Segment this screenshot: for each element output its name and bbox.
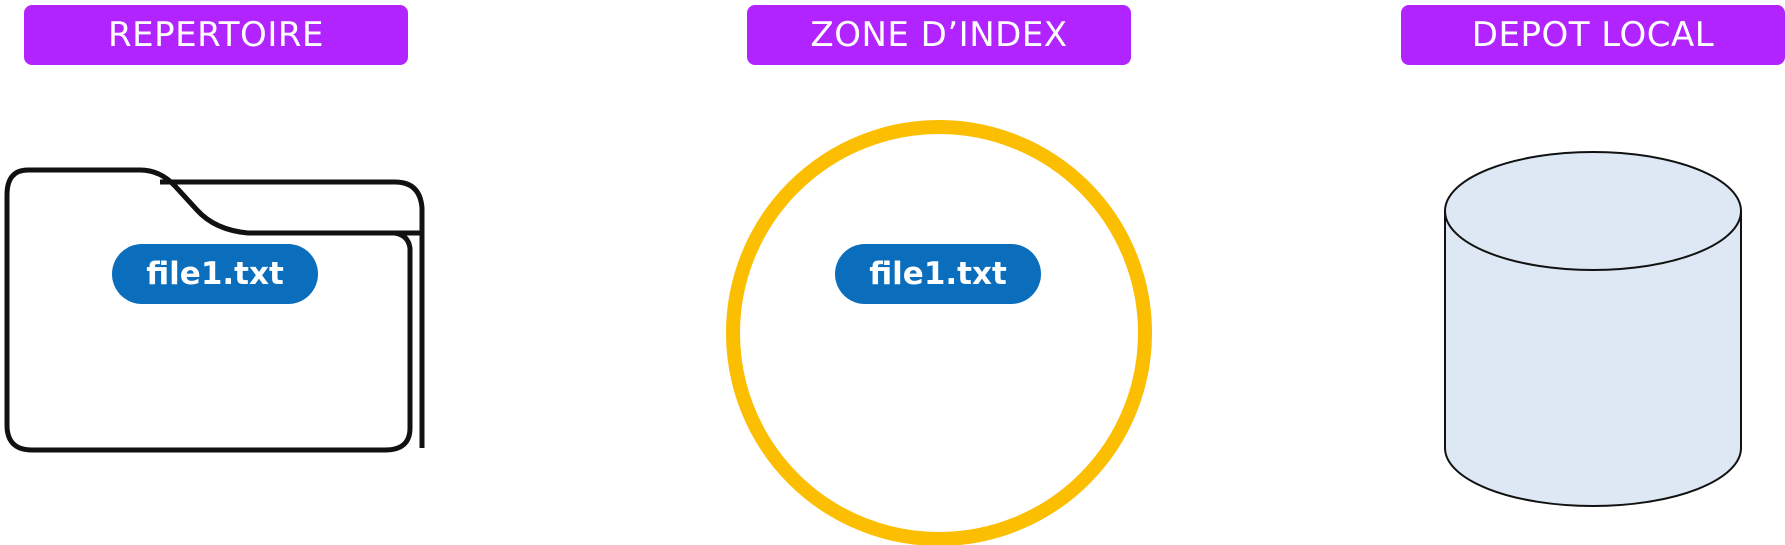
database-icon bbox=[1444, 151, 1742, 507]
database-top bbox=[1444, 151, 1742, 271]
index-ring bbox=[726, 120, 1152, 545]
database-body bbox=[1444, 210, 1742, 507]
index-circle bbox=[726, 120, 1152, 545]
staging-area-label: ZONE D’INDEX bbox=[747, 5, 1131, 65]
folder-outline bbox=[4, 167, 413, 453]
file-pill-index[interactable]: file1.txt bbox=[835, 244, 1041, 304]
working-directory-label: REPERTOIRE bbox=[24, 5, 408, 65]
local-repository-label: DEPOT LOCAL bbox=[1401, 5, 1785, 65]
file-pill-working-dir[interactable]: file1.txt bbox=[112, 244, 318, 304]
folder-tab-line bbox=[160, 179, 425, 448]
folder-icon bbox=[4, 167, 425, 453]
